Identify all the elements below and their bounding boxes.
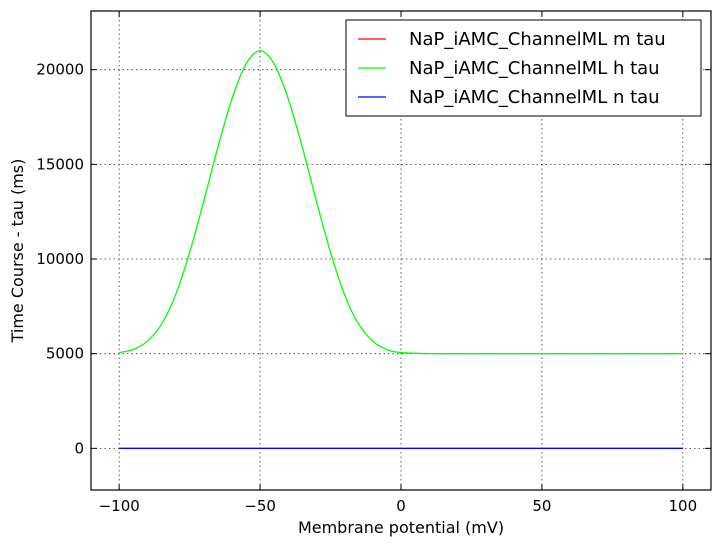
axis-ticks: −100 −50 0 50 100 0 5000 10000 15000 20000 (36, 11, 711, 515)
x-tick-label: 100 (668, 497, 697, 515)
y-tick-label: 0 (74, 439, 84, 457)
y-tick-label: 10000 (36, 250, 84, 268)
series-line-h-tau (119, 50, 683, 355)
y-tick-label: 20000 (36, 61, 84, 79)
plot-series (119, 50, 683, 450)
legend-label-m-tau: NaP_iAMC_ChannelML m tau (409, 29, 666, 50)
x-tick-label: −50 (244, 497, 276, 515)
x-tick-label: −100 (99, 497, 140, 515)
x-tick-label: 0 (396, 497, 406, 515)
y-tick-label: 15000 (36, 155, 84, 173)
y-tick-label: 5000 (46, 345, 84, 363)
y-axis-label: Time Course - tau (ms) (8, 159, 27, 344)
x-axis-label: Membrane potential (mV) (298, 518, 504, 537)
x-tick-label: 50 (532, 497, 551, 515)
legend-box (345, 19, 702, 117)
legend-label-n-tau: NaP_iAMC_ChannelML n tau (409, 87, 660, 108)
legend-label-h-tau: NaP_iAMC_ChannelML h tau (409, 58, 660, 79)
grid-lines (91, 11, 711, 490)
legend: NaP_iAMC_ChannelML m tau NaP_iAMC_Channel… (345, 19, 702, 117)
